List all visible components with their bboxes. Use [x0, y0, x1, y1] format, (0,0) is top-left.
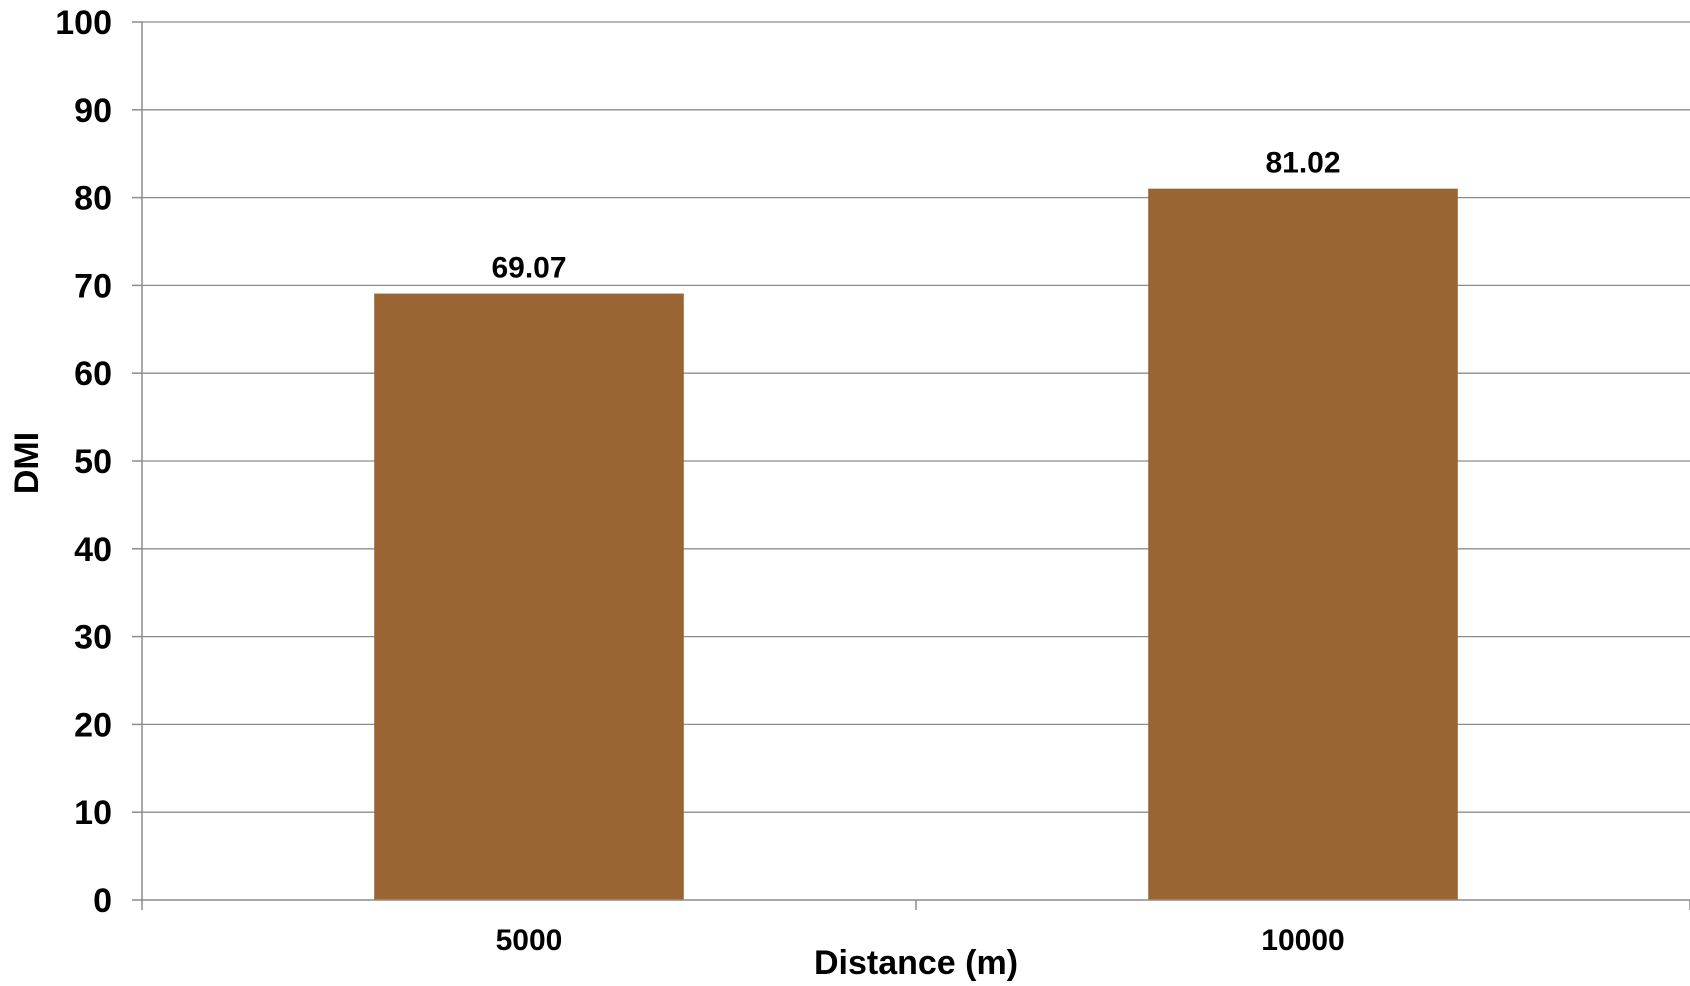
y-tick-label: 20: [74, 706, 112, 744]
bars: [374, 188, 1458, 900]
x-axis-title: Distance (m): [814, 944, 1018, 982]
y-tick-label: 30: [74, 619, 112, 657]
bar: [1148, 188, 1458, 900]
axes: [132, 21, 1690, 910]
y-tick-label: 100: [55, 4, 112, 42]
data-labels: 69.07 81.02: [491, 147, 1340, 285]
x-tick-label: 10000: [1261, 924, 1344, 957]
y-tick-label: 90: [74, 92, 112, 130]
y-tick-label: 60: [74, 355, 112, 393]
data-label: 69.07: [491, 252, 566, 285]
y-tick-label: 80: [74, 180, 112, 218]
x-tick-labels: 5000 10000: [496, 924, 1345, 957]
y-axis-title: DMI: [8, 432, 46, 494]
data-label: 81.02: [1265, 147, 1340, 180]
y-tick-label: 10: [74, 794, 112, 832]
y-tick-label: 50: [74, 443, 112, 481]
y-tick-label: 70: [74, 267, 112, 305]
x-tick-label: 5000: [496, 924, 563, 957]
y-tick-label: 40: [74, 531, 112, 569]
y-tick-label: 0: [93, 882, 112, 920]
bar: [374, 293, 684, 900]
y-tick-labels: 0 10 20 30 40 50 60 70 80 90 100: [55, 4, 112, 920]
